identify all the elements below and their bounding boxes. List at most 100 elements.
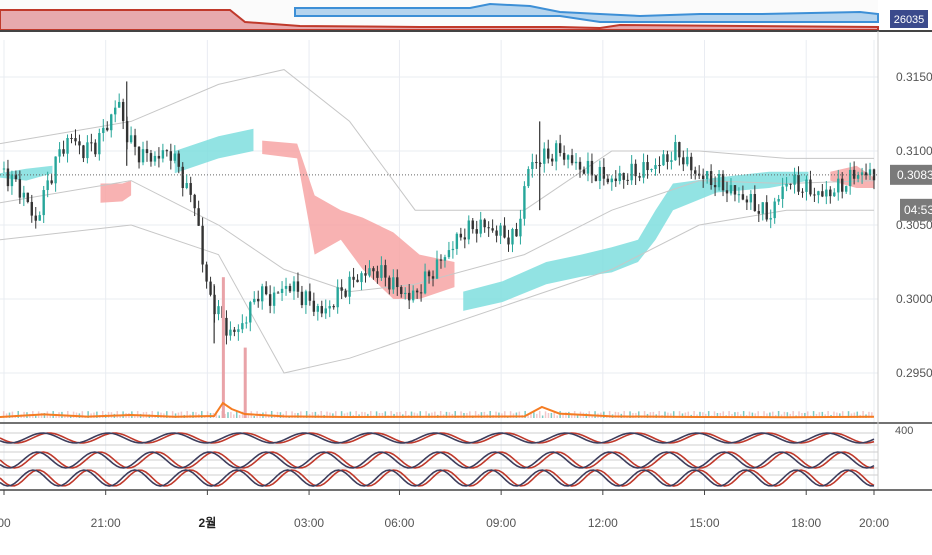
volume-bar — [297, 412, 299, 418]
candle-body — [634, 163, 637, 177]
volume-bar — [702, 412, 704, 418]
volume-bar — [81, 411, 84, 418]
volume-bar — [757, 411, 759, 418]
oscillator-line — [0, 432, 875, 444]
candle-body — [630, 163, 633, 181]
volume-bar — [748, 411, 751, 418]
volume-bar — [355, 411, 357, 418]
candle-body — [562, 152, 566, 160]
volume-bar — [410, 411, 413, 418]
candle-body — [129, 135, 133, 143]
volume-bar — [49, 415, 52, 418]
candle-body — [554, 143, 558, 162]
top-strip-label: 26035 — [894, 14, 925, 26]
last-price-label: 0.30839 — [897, 168, 932, 182]
candle-body — [753, 193, 757, 212]
volume-bar — [439, 411, 442, 418]
volume-bar — [375, 411, 378, 418]
candle-body — [757, 211, 760, 214]
bollinger-bands — [0, 69, 875, 374]
volume-bar — [11, 411, 14, 418]
candle-body — [705, 171, 709, 180]
candle-body — [459, 233, 463, 238]
volume-bar — [224, 413, 226, 418]
volume-bar — [469, 411, 471, 418]
volume-bar — [428, 413, 430, 418]
volume-bar — [614, 411, 617, 418]
candle-body — [185, 183, 188, 189]
volume-bar — [681, 413, 684, 418]
volume-bar — [495, 411, 497, 418]
candle-body — [348, 276, 351, 297]
volume-bar — [445, 411, 448, 418]
volume-bar — [174, 413, 177, 418]
candle-body — [161, 150, 165, 159]
candle-body — [157, 155, 161, 159]
candle-body — [725, 190, 729, 194]
volume-bar — [454, 411, 456, 418]
candle-body — [427, 271, 431, 277]
volume-bar — [253, 415, 255, 418]
candle-body — [133, 135, 137, 147]
candle-body — [741, 194, 745, 200]
candle-body — [475, 229, 478, 234]
candle-body — [181, 166, 184, 189]
volume-bar — [369, 411, 372, 418]
volume-bar — [291, 411, 293, 418]
candle-body — [531, 162, 534, 170]
volume-bar — [565, 412, 567, 418]
candle-body — [304, 291, 308, 306]
candle-body — [527, 169, 530, 187]
candle-body — [316, 306, 320, 312]
candle-body — [511, 228, 514, 245]
volume-bar — [157, 411, 159, 418]
candle-body — [749, 193, 753, 203]
bollinger-line — [0, 180, 875, 293]
candle-body — [300, 291, 304, 306]
volume-bar — [305, 411, 308, 418]
candle-body — [324, 308, 327, 314]
candle-body — [658, 165, 661, 167]
volume-bar — [515, 412, 518, 418]
volume-bar — [346, 412, 349, 418]
candle-body — [499, 225, 502, 236]
candle-body — [189, 183, 192, 195]
volume-bar — [856, 411, 859, 418]
volume-bar — [285, 411, 288, 418]
volume-bar — [571, 414, 573, 418]
volume-bar — [227, 412, 229, 418]
candle-body — [809, 179, 812, 195]
candle-body — [606, 178, 610, 183]
volume-bar — [396, 412, 398, 418]
volume-bar — [737, 411, 739, 418]
candle-body — [352, 276, 355, 280]
volume-bar — [742, 411, 745, 418]
volume-bar — [364, 412, 366, 418]
candle-body — [737, 194, 741, 196]
volume-bar — [93, 412, 95, 418]
volume-bar — [474, 411, 477, 418]
cloud-segment-bearish — [100, 180, 132, 203]
candle-body — [614, 178, 617, 182]
time-tick-label: 18:00 — [791, 516, 821, 530]
volume-bar — [766, 413, 768, 418]
candle-body — [431, 276, 435, 279]
volume-bar — [839, 413, 841, 418]
volume-bar — [384, 411, 387, 418]
top-strip-blue-area — [294, 2, 879, 23]
candle-body — [868, 169, 872, 176]
volume-bar — [728, 411, 730, 418]
volume-bar — [206, 411, 209, 418]
volume-bar — [180, 411, 183, 418]
volume-bar — [789, 413, 792, 418]
volume-bar — [541, 415, 544, 418]
volume-bar — [218, 415, 220, 418]
candle-body — [320, 306, 323, 314]
volume-bar — [343, 413, 346, 418]
candle-body — [58, 149, 61, 157]
volume-bar — [480, 412, 483, 418]
candle-body — [650, 169, 653, 171]
candle-body — [837, 178, 840, 193]
candle-body — [225, 317, 228, 336]
volume-bar — [667, 412, 669, 418]
